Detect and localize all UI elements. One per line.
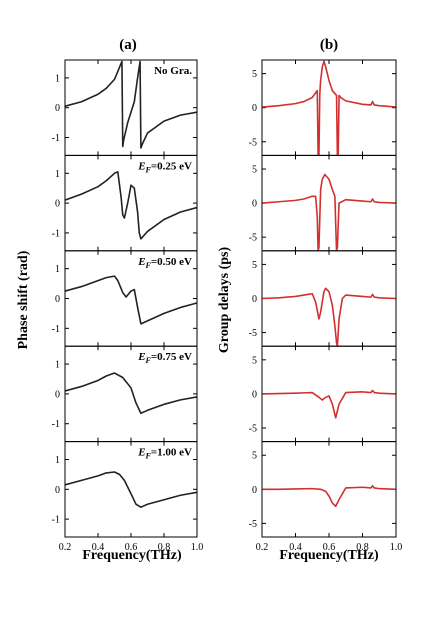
series-line-b-4 bbox=[262, 389, 396, 419]
subplot-b-2: -5 0 5 bbox=[249, 154, 397, 252]
x-tick-label: 0.6 bbox=[323, 542, 336, 553]
x-tick-label: 0.8 bbox=[158, 542, 171, 553]
y-tick-label: 1 bbox=[55, 73, 60, 84]
subplot-b-3: -5 0 5 bbox=[249, 250, 397, 347]
y-tick-label: 5 bbox=[252, 69, 257, 80]
subplot-frame bbox=[261, 154, 397, 252]
y-tick-label: 5 bbox=[252, 355, 257, 366]
y-tick-label: 0 bbox=[55, 485, 60, 496]
subplot-a-3: -1 0 1 EF=0.50 eV bbox=[52, 250, 198, 347]
series-line-a-2 bbox=[65, 171, 197, 240]
ylabel-a: Phase shift (rad) bbox=[16, 250, 31, 349]
y-tick-label: -1 bbox=[52, 228, 60, 239]
y-tick-label: 0 bbox=[252, 294, 257, 305]
subplot-a-5: -1 0 1 EF=1.00 eV 0.2 0.4 0.6 0.8 1.0 bbox=[52, 441, 204, 553]
x-tick-label: 0.2 bbox=[59, 542, 72, 553]
subplot-frame bbox=[261, 250, 397, 347]
series-line-a-5 bbox=[65, 471, 197, 508]
fermi-energy-annotation: No Gra. bbox=[154, 65, 192, 77]
y-tick-label: 1 bbox=[55, 264, 60, 275]
y-tick-label: -5 bbox=[249, 137, 257, 148]
subplot-a-1: -1 0 1 No Gra. bbox=[52, 59, 198, 156]
series-line-b-2 bbox=[262, 173, 396, 251]
y-tick-label: -5 bbox=[249, 519, 257, 530]
series-line-b-1 bbox=[262, 60, 396, 156]
xlabel-b: Frequency(THz) bbox=[279, 548, 379, 563]
fermi-energy-annotation: EF=0.25 eV bbox=[137, 160, 192, 174]
series-line-a-4 bbox=[65, 372, 197, 415]
x-tick-label: 1.0 bbox=[390, 542, 403, 553]
x-tick-label: 0.8 bbox=[356, 542, 369, 553]
y-tick-label: 0 bbox=[55, 103, 60, 114]
ylabel-b: Group delays (ps) bbox=[217, 247, 232, 354]
x-tick-label: 0.4 bbox=[289, 542, 302, 553]
y-tick-label: 1 bbox=[55, 360, 60, 371]
x-tick-label: 0.2 bbox=[256, 542, 269, 553]
panel-label-b: (b) bbox=[320, 37, 338, 53]
subplot-a-4: -1 0 1 EF=0.75 eV bbox=[52, 345, 198, 443]
y-tick-label: -1 bbox=[52, 324, 60, 335]
series-line-b-3 bbox=[262, 287, 396, 347]
subplot-b-4: -5 0 5 bbox=[249, 345, 397, 443]
y-tick-label: 0 bbox=[252, 199, 257, 210]
x-tick-label: 1.0 bbox=[191, 542, 204, 553]
subplot-b-1: -5 0 5 bbox=[249, 59, 397, 156]
y-tick-label: -1 bbox=[52, 133, 60, 144]
y-tick-label: 0 bbox=[55, 199, 60, 210]
panel-label-a: (a) bbox=[119, 37, 137, 53]
fermi-energy-annotation: EF=0.75 eV bbox=[137, 351, 192, 365]
subplot-frame bbox=[261, 441, 397, 538]
y-tick-label: -1 bbox=[52, 515, 60, 526]
subplot-a-2: -1 0 1 EF=0.25 eV bbox=[52, 154, 198, 252]
series-line-b-5 bbox=[262, 485, 396, 508]
subplot-b-5: -5 0 5 0.2 0.4 0.6 0.8 1.0 bbox=[249, 441, 403, 553]
y-tick-label: 5 bbox=[252, 260, 257, 271]
y-tick-label: -5 bbox=[249, 233, 257, 244]
y-tick-label: 1 bbox=[55, 169, 60, 180]
xlabel-a: Frequency(THz) bbox=[82, 548, 182, 563]
series-line-a-1 bbox=[65, 60, 197, 149]
x-tick-label: 0.4 bbox=[92, 542, 105, 553]
y-tick-label: 0 bbox=[252, 485, 257, 496]
y-tick-label: 0 bbox=[55, 389, 60, 400]
y-tick-label: 5 bbox=[252, 451, 257, 462]
y-tick-label: 0 bbox=[55, 294, 60, 305]
y-tick-label: -1 bbox=[52, 419, 60, 430]
subplot-frame bbox=[64, 441, 198, 538]
fermi-energy-annotation: EF=0.50 eV bbox=[137, 256, 192, 270]
x-tick-label: 0.6 bbox=[125, 542, 138, 553]
subplot-frame bbox=[261, 59, 397, 156]
group-delay-panel: -5 0 5 -5 0 5 -5 0 5 -5 0 5 -5 0 5 0.2 0.4 0.6 0.8 1.0 bbox=[249, 59, 403, 553]
y-tick-label: -5 bbox=[249, 328, 257, 339]
y-tick-label: 5 bbox=[252, 165, 257, 176]
y-tick-label: 0 bbox=[252, 103, 257, 114]
y-tick-label: 1 bbox=[55, 455, 60, 466]
y-tick-label: -5 bbox=[249, 423, 257, 434]
y-tick-label: 0 bbox=[252, 389, 257, 400]
series-line-a-3 bbox=[65, 275, 197, 325]
fermi-energy-annotation: EF=1.00 eV bbox=[137, 447, 192, 461]
